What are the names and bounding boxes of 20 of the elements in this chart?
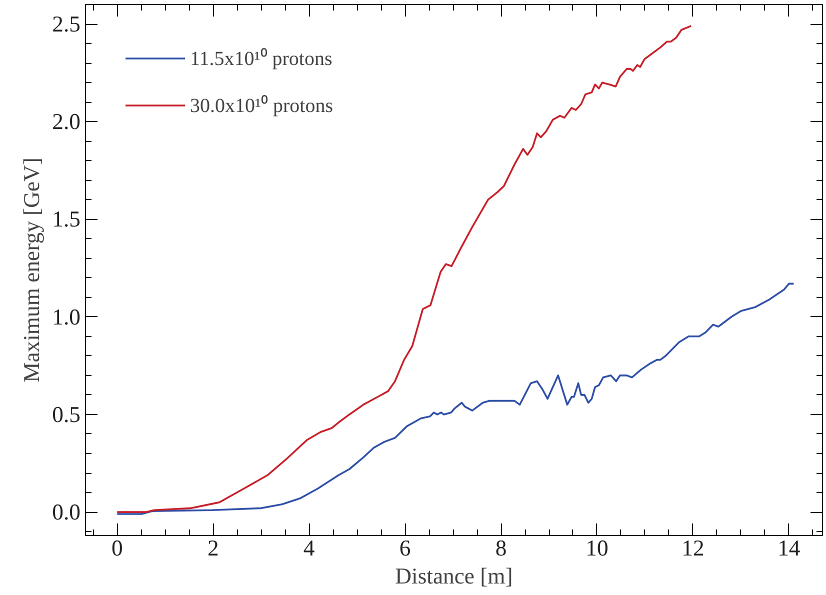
line-series bbox=[116, 282, 795, 515]
x-tick-label: 0 bbox=[112, 536, 123, 560]
line-series bbox=[116, 25, 692, 513]
y-tick-label: 2.0 bbox=[52, 109, 81, 134]
y-tick-label: 1.5 bbox=[52, 206, 81, 232]
y-tick-label: 0.0 bbox=[52, 500, 81, 525]
y-tick-label: 2.5 bbox=[52, 12, 81, 37]
x-tick-label: 10 bbox=[586, 536, 608, 560]
legend-label: 11.5x10¹⁰ protons bbox=[190, 47, 332, 71]
y-tick-label: 1.0 bbox=[52, 304, 81, 330]
x-tick-label: 12 bbox=[682, 536, 704, 560]
x-tick-label: 4 bbox=[303, 536, 315, 560]
x-tick-label: 2 bbox=[207, 536, 219, 560]
x-tick-label: 14 bbox=[778, 536, 800, 560]
legend-label: 30.0x10¹⁰ protons bbox=[190, 94, 333, 118]
x-axis-title: Distance [m] bbox=[395, 564, 513, 588]
y-tick-label: 0.5 bbox=[52, 402, 81, 427]
x-tick-label: 6 bbox=[399, 536, 411, 560]
x-tick-label: 8 bbox=[495, 536, 507, 560]
y-axis-title: Maximum energy [GeV] bbox=[19, 158, 44, 382]
